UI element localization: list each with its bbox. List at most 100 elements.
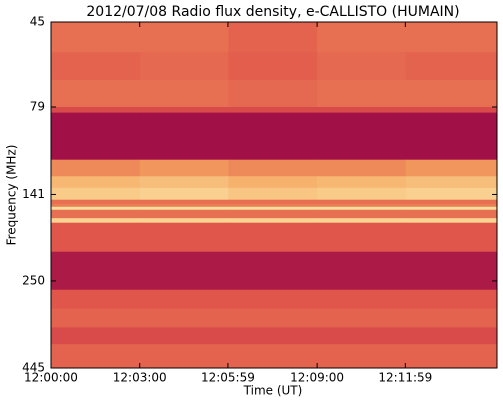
heatmap-cell <box>228 222 318 253</box>
chart-title: 2012/07/08 Radio flux density, e-CALLIST… <box>86 4 459 20</box>
heatmap-cell <box>139 308 229 328</box>
heatmap-cell <box>317 22 407 53</box>
heatmap-cell <box>405 52 498 81</box>
heatmap-cell <box>139 327 229 345</box>
heatmap-cell <box>139 222 229 253</box>
heatmap-cell <box>228 218 318 224</box>
heatmap-cell <box>51 52 141 81</box>
heatmap-cell <box>228 327 318 345</box>
heatmap-cell <box>51 22 141 53</box>
y-tick-label: 79 <box>30 99 45 113</box>
heatmap-cell <box>317 176 407 189</box>
heatmap-cell <box>139 22 229 53</box>
heatmap-cell <box>317 203 407 208</box>
heatmap-cell <box>51 79 141 108</box>
heatmap-cell <box>51 159 141 177</box>
heatmap-cell <box>228 159 318 177</box>
heatmap-cell <box>405 218 498 224</box>
heatmap-cell <box>405 199 498 205</box>
y-tick-label: 250 <box>22 273 45 287</box>
heatmap-cell <box>405 79 498 108</box>
heatmap-cell <box>51 176 141 189</box>
heatmap-cell <box>51 106 141 114</box>
heatmap-cell <box>51 327 141 345</box>
heatmap-cell <box>317 289 407 309</box>
heatmap-cell <box>405 159 498 177</box>
heatmap-cell <box>317 52 407 81</box>
heatmap-cell <box>51 206 141 211</box>
heatmap-cell <box>317 308 407 328</box>
x-tick-label: 12:11:59 <box>378 371 432 385</box>
heatmap-cell <box>139 112 229 161</box>
heatmap-cell <box>228 344 318 369</box>
plot-frame <box>50 21 498 369</box>
heatmap-cell <box>228 289 318 309</box>
heatmap-cell <box>405 112 498 161</box>
heatmap-cell <box>228 187 318 201</box>
heatmap-cell <box>139 203 229 208</box>
heatmap-cell <box>405 222 498 253</box>
heatmap-cell <box>317 327 407 345</box>
heatmap-cell <box>51 187 141 201</box>
y-tick-label: 45 <box>30 15 45 29</box>
heatmap-cell <box>317 106 407 114</box>
heatmap-cell <box>405 176 498 189</box>
heatmap-cell <box>139 159 229 177</box>
x-tick-label: 12:03:00 <box>113 371 167 385</box>
heatmap-cell <box>317 206 407 211</box>
heatmap-cell <box>51 209 141 219</box>
heatmap-cell <box>139 218 229 224</box>
heatmap-cell <box>139 289 229 309</box>
heatmap-cell <box>51 308 141 328</box>
heatmap-cell <box>51 199 141 205</box>
heatmap-cell <box>51 289 141 309</box>
heatmap-cell <box>317 187 407 201</box>
heatmap-cell <box>317 79 407 108</box>
heatmap-cell <box>317 209 407 219</box>
heatmap-cell <box>405 106 498 114</box>
heatmap-cell <box>51 222 141 253</box>
heatmap-cell <box>317 222 407 253</box>
heatmap-cell <box>405 251 498 291</box>
y-tick-label: 445 <box>22 361 45 375</box>
heatmap-cell <box>228 106 318 114</box>
heatmap-cell <box>228 176 318 189</box>
heatmap-cell <box>139 79 229 108</box>
x-tick-label: 12:05:59 <box>201 371 255 385</box>
heatmap-cell <box>139 251 229 291</box>
heatmap-cell <box>405 289 498 309</box>
heatmap-cell <box>51 251 141 291</box>
heatmap-cell <box>139 52 229 81</box>
heatmap-cell <box>228 22 318 53</box>
x-tick-label: 12:09:00 <box>290 371 344 385</box>
x-axis-label: Time (UT) <box>243 384 303 398</box>
heatmap-cell <box>228 206 318 211</box>
heatmap-cell <box>51 112 141 161</box>
heatmap-cell <box>139 187 229 201</box>
heatmap-cell <box>139 344 229 369</box>
heatmap-cell <box>317 251 407 291</box>
y-axis-label: Frequency (MHz) <box>5 145 19 246</box>
heatmap-cell <box>317 218 407 224</box>
heatmap-cell <box>228 112 318 161</box>
heatmap-cell <box>228 209 318 219</box>
heatmap-cell <box>405 327 498 345</box>
heatmap-cell <box>139 176 229 189</box>
heatmap-cell <box>228 79 318 108</box>
heatmap-cell <box>51 218 141 224</box>
heatmap-cell <box>228 203 318 208</box>
heatmap-cell <box>405 308 498 328</box>
heatmap-cell <box>317 112 407 161</box>
heatmap-cell <box>51 344 141 369</box>
y-tick-label: 141 <box>22 187 45 201</box>
heatmap-cell <box>405 344 498 369</box>
heatmap-cell <box>228 308 318 328</box>
heatmap-cell <box>228 251 318 291</box>
heatmap-cell <box>317 159 407 177</box>
heatmap-cell <box>139 206 229 211</box>
heatmap-cell <box>51 203 141 208</box>
heatmap-cell <box>139 106 229 114</box>
heatmap-cell <box>317 199 407 205</box>
